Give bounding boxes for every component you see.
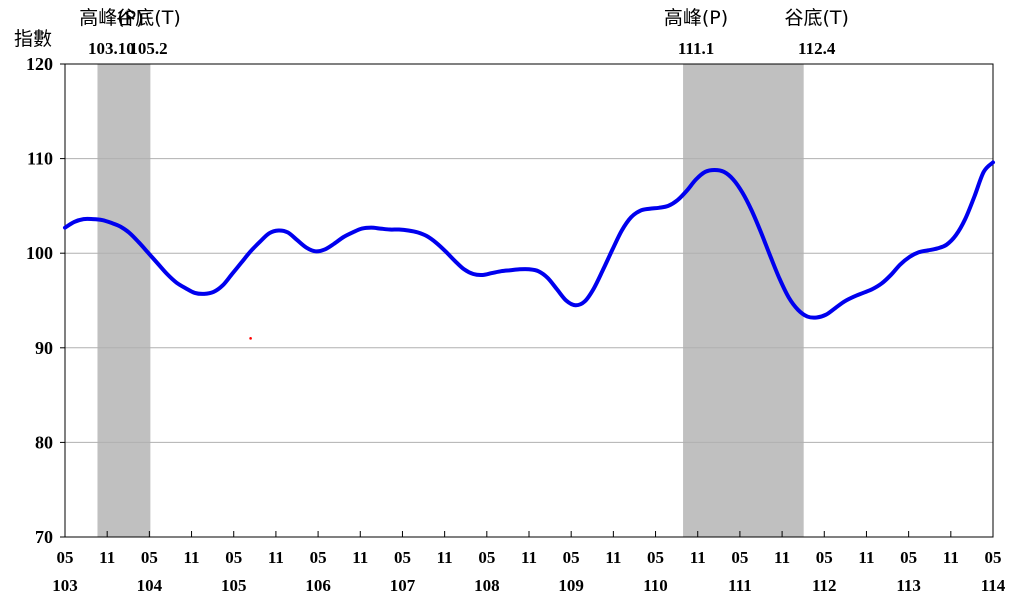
x-tick-year-6: 109 bbox=[558, 576, 584, 595]
stray-point bbox=[249, 337, 252, 340]
x-tick-month-11: 11 bbox=[521, 548, 537, 567]
x-tick-month-18: 05 bbox=[816, 548, 833, 567]
x-tick-month-15: 11 bbox=[690, 548, 706, 567]
x-tick-month-0: 05 bbox=[57, 548, 74, 567]
x-tick-month-13: 11 bbox=[605, 548, 621, 567]
x-tick-year-0: 103 bbox=[52, 576, 78, 595]
y-tick-label-4: 110 bbox=[27, 149, 53, 169]
y-tick-label-0: 70 bbox=[35, 527, 53, 547]
x-tick-year-10: 113 bbox=[896, 576, 921, 595]
annotation-label-2: 高峰(P) bbox=[664, 7, 728, 29]
plot-frame bbox=[64, 63, 994, 538]
y-tick-label-2: 90 bbox=[35, 338, 53, 358]
y-tick-label-1: 80 bbox=[35, 432, 53, 452]
x-tick-year-7: 110 bbox=[643, 576, 668, 595]
turning-point-annotations: 高峰(P) 103.10 谷底(T) 105.2 高峰(P) 111.1 谷底(T) 112.… bbox=[79, 7, 849, 58]
x-tick-month-16: 05 bbox=[731, 548, 748, 567]
x-tick-month-12: 05 bbox=[563, 548, 580, 567]
x-tick-month-21: 11 bbox=[943, 548, 959, 567]
x-tick-month-3: 11 bbox=[184, 548, 200, 567]
x-tick-month-8: 05 bbox=[394, 548, 411, 567]
y-tick-label-3: 100 bbox=[26, 243, 53, 263]
x-tick-month-14: 05 bbox=[647, 548, 664, 567]
x-axis-ticks: 05 11 05 11 05 11 05 11 05 11 05 11 05 11 05 11 05 11 05 11… bbox=[52, 531, 1006, 595]
y-tick-label-5: 120 bbox=[26, 54, 53, 74]
x-tick-month-6: 05 bbox=[310, 548, 327, 567]
y-axis-label: 指數 bbox=[14, 28, 52, 50]
x-tick-year-2: 105 bbox=[221, 576, 247, 595]
annotation-label-1: 谷底(T) bbox=[116, 7, 180, 29]
x-tick-month-19: 11 bbox=[858, 548, 874, 567]
x-tick-month-17: 11 bbox=[774, 548, 790, 567]
annotation-date-3: 112.4 bbox=[798, 39, 836, 58]
x-tick-year-11: 114 bbox=[981, 576, 1006, 595]
x-tick-month-2: 05 bbox=[141, 548, 158, 567]
recession-bands bbox=[97, 64, 804, 537]
annotation-date-2: 111.1 bbox=[678, 39, 714, 58]
x-tick-month-5: 11 bbox=[268, 548, 284, 567]
annotation-date-1: 105.2 bbox=[129, 39, 167, 58]
x-tick-year-5: 108 bbox=[474, 576, 500, 595]
x-tick-month-20: 05 bbox=[900, 548, 917, 567]
x-tick-month-7: 11 bbox=[352, 548, 368, 567]
x-tick-month-10: 05 bbox=[478, 548, 495, 567]
x-tick-month-1: 11 bbox=[99, 548, 115, 567]
x-tick-month-22: 05 bbox=[985, 548, 1002, 567]
x-tick-year-9: 112 bbox=[812, 576, 837, 595]
series-line bbox=[63, 160, 995, 320]
x-tick-month-4: 05 bbox=[225, 548, 242, 567]
x-tick-month-9: 11 bbox=[437, 548, 453, 567]
annotation-label-3: 谷底(T) bbox=[784, 7, 848, 29]
recession-band-0 bbox=[97, 64, 151, 537]
x-tick-year-8: 111 bbox=[728, 576, 752, 595]
recession-band-1 bbox=[683, 64, 804, 537]
gridlines bbox=[65, 158, 993, 443]
x-tick-year-3: 106 bbox=[305, 576, 331, 595]
annotation-date-0: 103.10 bbox=[88, 39, 135, 58]
y-axis-ticks: 70 80 90 100 110 120 bbox=[26, 54, 65, 547]
annotation-label-0: 高峰(P) bbox=[79, 7, 143, 29]
x-tick-year-1: 104 bbox=[137, 576, 163, 595]
x-tick-year-4: 107 bbox=[390, 576, 416, 595]
